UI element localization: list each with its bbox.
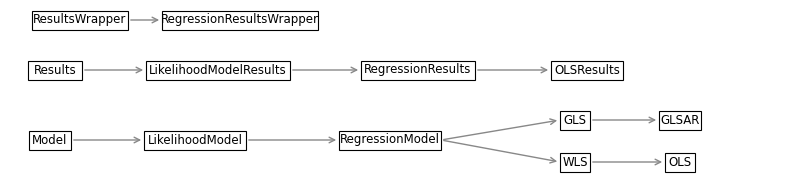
Text: OLS: OLS	[668, 155, 692, 169]
Text: GLSAR: GLSAR	[660, 114, 700, 127]
FancyBboxPatch shape	[560, 153, 590, 171]
FancyBboxPatch shape	[665, 153, 695, 171]
Text: LikelihoodModel: LikelihoodModel	[148, 134, 242, 146]
FancyBboxPatch shape	[361, 61, 475, 79]
FancyBboxPatch shape	[162, 10, 318, 29]
FancyBboxPatch shape	[32, 10, 128, 29]
FancyBboxPatch shape	[146, 61, 290, 79]
Text: RegressionResultsWrapper: RegressionResultsWrapper	[161, 13, 319, 26]
FancyBboxPatch shape	[560, 111, 590, 130]
FancyBboxPatch shape	[28, 61, 82, 79]
Text: WLS: WLS	[562, 155, 588, 169]
Text: GLS: GLS	[564, 114, 586, 127]
Text: Results: Results	[33, 63, 76, 77]
Text: Model: Model	[32, 134, 67, 146]
Text: OLSResults: OLSResults	[554, 63, 620, 77]
FancyBboxPatch shape	[144, 130, 246, 149]
Text: RegressionResults: RegressionResults	[364, 63, 472, 77]
FancyBboxPatch shape	[551, 61, 623, 79]
Text: ResultsWrapper: ResultsWrapper	[33, 13, 127, 26]
Text: LikelihoodModelResults: LikelihoodModelResults	[149, 63, 287, 77]
FancyBboxPatch shape	[339, 130, 441, 149]
Text: RegressionModel: RegressionModel	[340, 134, 440, 146]
FancyBboxPatch shape	[29, 130, 71, 149]
FancyBboxPatch shape	[659, 111, 701, 130]
